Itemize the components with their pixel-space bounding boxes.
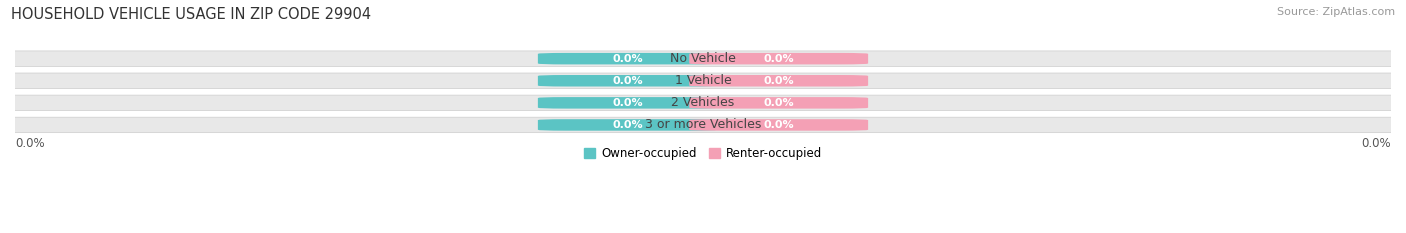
Text: 1 Vehicle: 1 Vehicle xyxy=(675,74,731,87)
Text: 0.0%: 0.0% xyxy=(1361,137,1391,150)
Text: 0.0%: 0.0% xyxy=(763,54,794,64)
Text: HOUSEHOLD VEHICLE USAGE IN ZIP CODE 29904: HOUSEHOLD VEHICLE USAGE IN ZIP CODE 2990… xyxy=(11,7,371,22)
FancyBboxPatch shape xyxy=(0,51,1406,66)
Text: Source: ZipAtlas.com: Source: ZipAtlas.com xyxy=(1277,7,1395,17)
FancyBboxPatch shape xyxy=(0,117,1406,133)
Text: No Vehicle: No Vehicle xyxy=(671,52,735,65)
FancyBboxPatch shape xyxy=(689,119,868,131)
Text: 0.0%: 0.0% xyxy=(612,76,643,86)
Text: 0.0%: 0.0% xyxy=(15,137,45,150)
FancyBboxPatch shape xyxy=(689,97,868,109)
FancyBboxPatch shape xyxy=(689,53,868,64)
FancyBboxPatch shape xyxy=(538,53,717,64)
FancyBboxPatch shape xyxy=(689,75,868,86)
Text: 0.0%: 0.0% xyxy=(612,120,643,130)
Text: 3 or more Vehicles: 3 or more Vehicles xyxy=(645,118,761,131)
Text: 2 Vehicles: 2 Vehicles xyxy=(672,96,734,109)
FancyBboxPatch shape xyxy=(0,95,1406,111)
Text: 0.0%: 0.0% xyxy=(763,98,794,108)
FancyBboxPatch shape xyxy=(538,97,717,109)
Text: 0.0%: 0.0% xyxy=(763,76,794,86)
FancyBboxPatch shape xyxy=(0,73,1406,89)
Text: 0.0%: 0.0% xyxy=(763,120,794,130)
FancyBboxPatch shape xyxy=(538,75,717,86)
Text: 0.0%: 0.0% xyxy=(612,98,643,108)
Text: 0.0%: 0.0% xyxy=(612,54,643,64)
Legend: Owner-occupied, Renter-occupied: Owner-occupied, Renter-occupied xyxy=(579,143,827,165)
FancyBboxPatch shape xyxy=(538,119,717,131)
